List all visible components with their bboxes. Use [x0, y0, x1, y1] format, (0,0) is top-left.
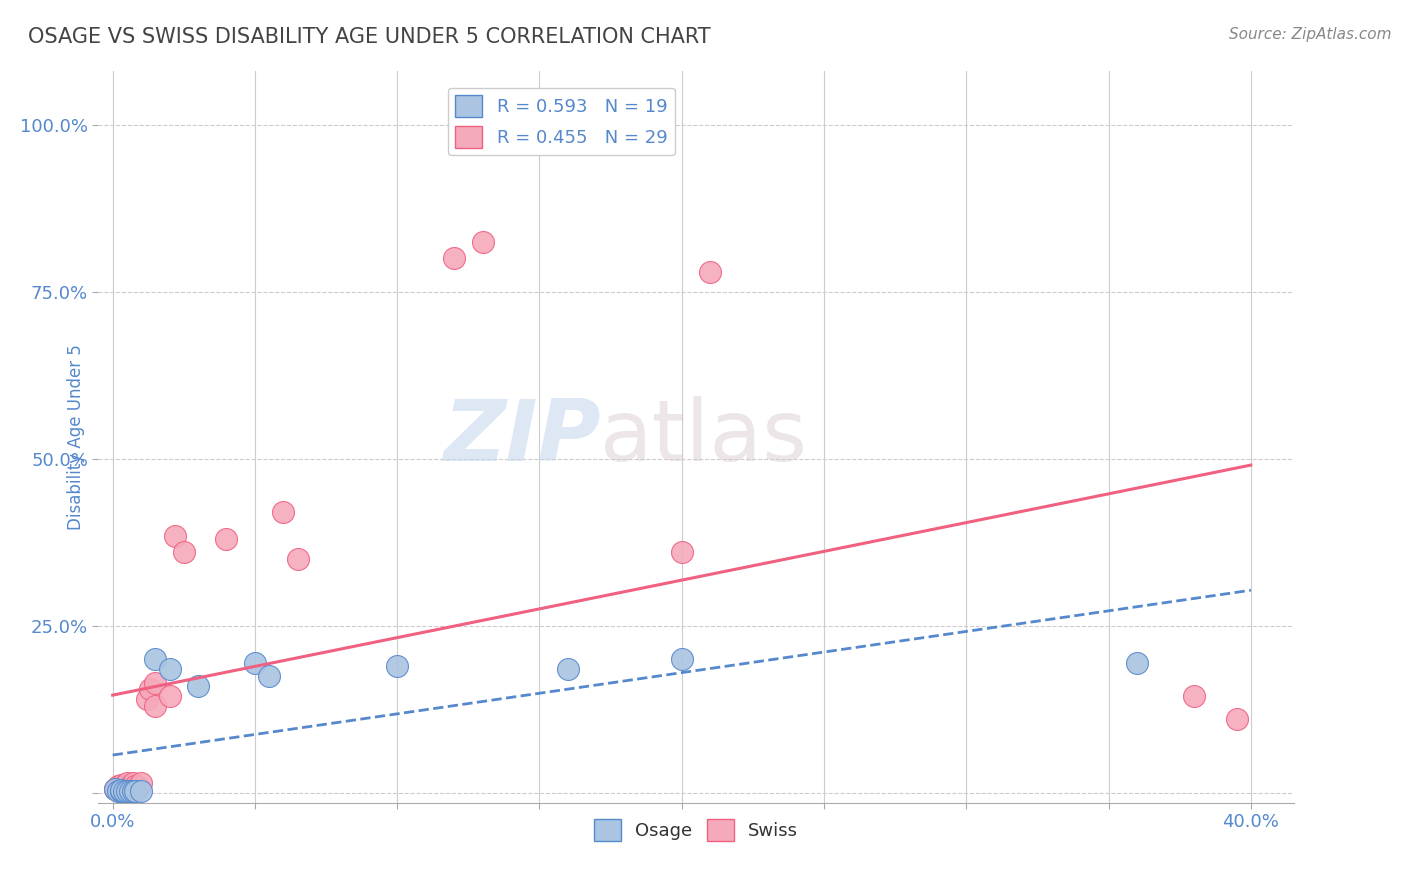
Point	[110, 784, 132, 798]
Y-axis label: Disability Age Under 5: Disability Age Under 5	[66, 344, 84, 530]
Point	[1182, 689, 1205, 703]
Point	[215, 532, 238, 546]
Point	[143, 675, 166, 690]
Point	[671, 652, 693, 666]
Point	[243, 656, 266, 670]
Point	[287, 552, 309, 566]
Point	[121, 780, 143, 795]
Point	[143, 652, 166, 666]
Point	[107, 784, 129, 798]
Text: OSAGE VS SWISS DISABILITY AGE UNDER 5 CORRELATION CHART: OSAGE VS SWISS DISABILITY AGE UNDER 5 CO…	[28, 27, 711, 46]
Point	[118, 779, 141, 793]
Text: Source: ZipAtlas.com: Source: ZipAtlas.com	[1229, 27, 1392, 42]
Text: atlas: atlas	[600, 395, 808, 479]
Point	[121, 776, 143, 790]
Point	[124, 784, 146, 798]
Point	[112, 779, 135, 793]
Point	[165, 528, 187, 542]
Point	[107, 783, 129, 797]
Point	[143, 698, 166, 713]
Point	[173, 545, 195, 559]
Point	[115, 784, 138, 798]
Text: ZIP: ZIP	[443, 395, 600, 479]
Point	[159, 662, 181, 676]
Point	[671, 545, 693, 559]
Point	[443, 252, 465, 266]
Point	[124, 779, 146, 793]
Point	[107, 779, 129, 793]
Legend: Osage, Swiss: Osage, Swiss	[586, 812, 806, 848]
Point	[121, 784, 143, 798]
Point	[104, 782, 127, 797]
Point	[104, 782, 127, 797]
Point	[138, 682, 160, 697]
Point	[115, 776, 138, 790]
Point	[110, 780, 132, 795]
Point	[129, 784, 152, 798]
Point	[129, 776, 152, 790]
Point	[557, 662, 579, 676]
Point	[385, 658, 409, 673]
Point	[135, 692, 157, 706]
Point	[127, 780, 149, 795]
Point	[471, 235, 494, 249]
Point	[257, 669, 280, 683]
Point	[187, 679, 209, 693]
Point	[1126, 656, 1149, 670]
Point	[110, 778, 132, 792]
Point	[1226, 712, 1249, 726]
Point	[112, 784, 135, 798]
Point	[273, 505, 295, 519]
Point	[110, 783, 132, 797]
Point	[159, 689, 181, 703]
Point	[699, 265, 721, 279]
Point	[118, 784, 141, 798]
